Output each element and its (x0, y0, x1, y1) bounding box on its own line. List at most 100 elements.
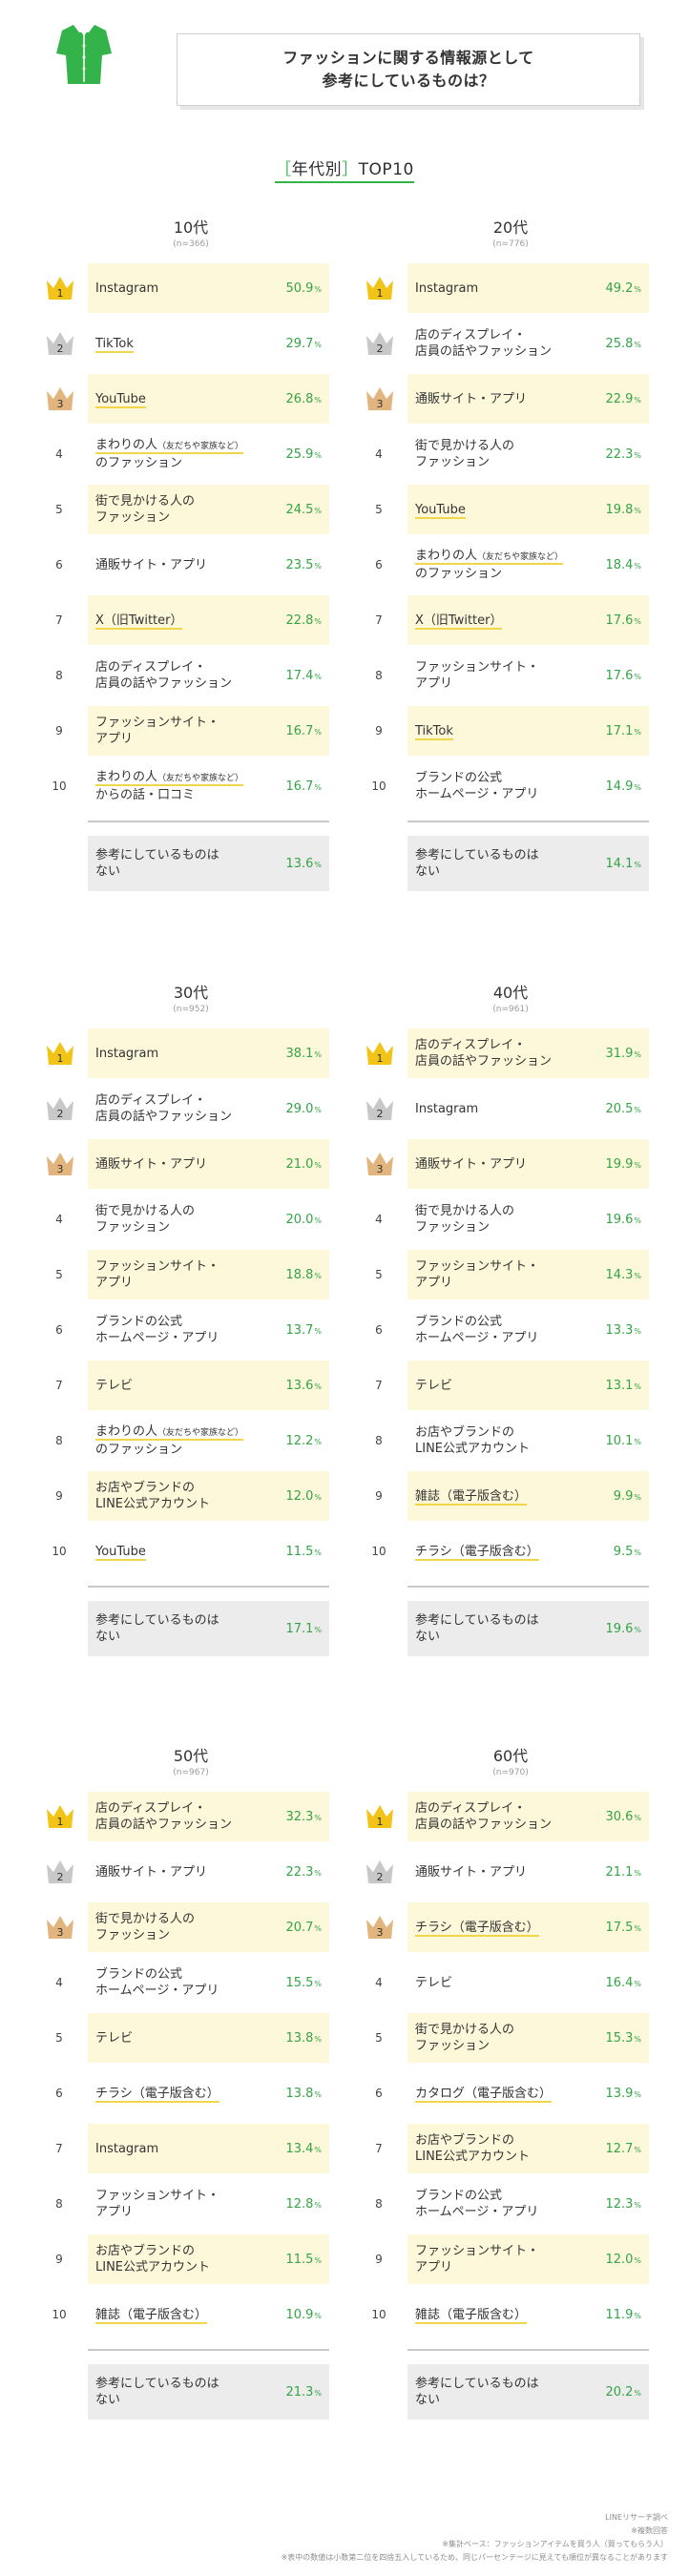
rank-cell: 9 (358, 2234, 400, 2284)
item-value: 32.3% (285, 1809, 322, 1824)
panel-age-group: 30代 (173, 984, 209, 1002)
rank-number: 5 (55, 1268, 63, 1281)
item-label-line: 街で見かける人の (95, 1204, 196, 1218)
rank-cell: 3 (38, 374, 80, 424)
ranking-row: 4 ブランドの公式 ホームページ・アプリ 15.5% (38, 1958, 344, 2013)
rank-cell: 5 (358, 2013, 400, 2063)
percent-sign: % (634, 1625, 641, 1634)
item-label-line: ファッションサイト・ (95, 1259, 220, 1274)
ranking-row: 9 TikTok 17.1% (358, 706, 663, 761)
ranking-item: Instagram 20.5% (407, 1084, 649, 1133)
ranking-rows: 1 Instagram 38.1% 2 店のディスプレイ・ 店員の話やファッション 29.0… (38, 1028, 344, 1582)
rank-number: 10 (52, 2308, 67, 2321)
rank-number: 1 (56, 1052, 64, 1065)
ranking-panel-20代: 20代 (n=776) 1 Instagram 49.2% 2 店のディスプレイ・ 店員の話や… (358, 218, 663, 891)
item-label: ブランドの公式 ホームページ・アプリ (415, 770, 605, 802)
ranking-row: 10 チラシ（電子版含む） 9.5% (358, 1527, 663, 1582)
percent-sign: % (314, 395, 322, 405)
crown-icon-shape (366, 387, 393, 410)
item-label: Instagram (95, 280, 285, 297)
item-label-line: 店のディスプレイ・ (415, 1801, 527, 1816)
crown-icon: 1 (364, 1038, 396, 1067)
item-label-line: TikTok (415, 723, 453, 740)
item-label: 通販サイト・アプリ (415, 1864, 605, 1880)
item-label-line: アプリ (415, 676, 453, 691)
item-value: 12.7% (605, 2141, 641, 2156)
subtitle-suffix: TOP10 (358, 160, 414, 179)
percent-sign: % (634, 672, 641, 681)
percent-sign: % (314, 2311, 322, 2320)
item-value: 12.0% (605, 2252, 641, 2267)
percent-sign: % (314, 782, 322, 792)
item-label-line: ない (95, 864, 121, 879)
item-label-rest: からの話・口コミ (95, 788, 196, 802)
item-label: 街で見かける人の ファッション (95, 493, 285, 526)
rank-number: 1 (56, 1816, 64, 1828)
item-value: 29.7% (285, 336, 322, 351)
item-label-line: ブランドの公式 (415, 771, 503, 785)
item-label: 店のディスプレイ・ 店員の話やファッション (95, 1092, 285, 1125)
rank-number: 9 (55, 2253, 63, 2266)
ranking-item: 街で見かける人の ファッション 15.3% (407, 2013, 649, 2063)
ranking-row: 5 街で見かける人の ファッション 24.5% (38, 485, 344, 540)
percent-sign: % (634, 616, 641, 626)
item-value: 16.4% (605, 1975, 641, 1990)
item-label: 街で見かける人の ファッション (95, 1203, 285, 1236)
percent-sign: % (634, 506, 641, 515)
rank-number: 1 (376, 287, 384, 300)
ranking-item: チラシ（電子版含む） 9.5% (407, 1527, 649, 1576)
item-label-line: 店のディスプレイ・ (95, 660, 207, 675)
percent-sign: % (314, 1437, 322, 1446)
item-label-line: 雑誌（電子版含む） (95, 2307, 208, 2324)
rank-number: 5 (375, 503, 383, 516)
item-label: チラシ（電子版含む） (415, 1544, 614, 1561)
rank-cell: 6 (38, 1305, 80, 1355)
item-value: 13.8% (285, 2030, 322, 2046)
percent-sign: % (314, 1326, 322, 1336)
item-label-line: ない (95, 2393, 121, 2407)
item-value: 29.0% (285, 1101, 322, 1116)
item-value: 13.8% (285, 2086, 322, 2101)
item-label: 店のディスプレイ・ 店員の話やファッション (415, 1037, 605, 1070)
item-value: 12.0% (285, 1488, 322, 1504)
item-value: 25.8% (605, 336, 641, 351)
ranking-row: 8 お店やブランドの LINE公式アカウント 10.1% (358, 1416, 663, 1471)
item-label: まわりの人（友だちや家族など） のファッション (95, 437, 285, 471)
rank-number: 8 (55, 1434, 63, 1447)
item-label: お店やブランドの LINE公式アカウント (95, 1480, 285, 1512)
item-label-note: （友だちや家族など） (157, 774, 244, 783)
rank-cell: 9 (38, 1471, 80, 1521)
ranking-row: 8 ファッションサイト・ アプリ 17.6% (358, 651, 663, 706)
item-label-emph: まわりの人（友だちや家族など） (95, 1424, 244, 1441)
ranking-row: 4 街で見かける人の ファッション 19.6% (358, 1195, 663, 1250)
ranking-item: 店のディスプレイ・ 店員の話やファッション 25.8% (407, 319, 649, 368)
item-label-rest: のファッション (95, 456, 183, 470)
ranking-item: チラシ（電子版含む） 13.8% (88, 2068, 329, 2118)
ranking-item: テレビ 13.8% (88, 2013, 329, 2063)
rank-cell: 1 (38, 1028, 80, 1078)
ranking-row: 8 ブランドの公式 ホームページ・アプリ 12.3% (358, 2179, 663, 2234)
percent-sign: % (314, 672, 322, 681)
percent-sign: % (314, 1215, 322, 1225)
ranking-row: 3 通販サイト・アプリ 19.9% (358, 1139, 663, 1195)
percent-sign: % (314, 340, 322, 349)
other-item: 参考にしているものは ない 17.1% (88, 1601, 329, 1656)
percent-sign: % (314, 2145, 322, 2154)
crown-icon: 3 (364, 384, 396, 412)
panel-sample-size: (n=776) (492, 239, 529, 249)
item-value: 38.1% (285, 1046, 322, 1061)
item-label-line: 雑誌（電子版含む） (415, 2307, 528, 2324)
item-label-line: アプリ (95, 2205, 134, 2219)
rank-number: 3 (376, 1926, 384, 1939)
item-label-line: LINE公式アカウント (95, 1497, 211, 1511)
ranking-item: 街で見かける人の ファッション 24.5% (88, 485, 329, 534)
subtitle-close-bracket: ］ (342, 160, 359, 179)
item-label-line: 参考にしているものは (415, 848, 539, 862)
crown-icon: 1 (44, 273, 76, 301)
item-label: ファッションサイト・ アプリ (95, 1258, 285, 1291)
ranking-row: 9 ファッションサイト・ アプリ 12.0% (358, 2234, 663, 2290)
item-label: ブランドの公式 ホームページ・アプリ (415, 1314, 605, 1346)
item-label: ブランドの公式 ホームページ・アプリ (415, 2188, 605, 2220)
ranking-rows: 1 店のディスプレイ・ 店員の話やファッション 30.6% 2 通販サイト・アプリ 21.1… (358, 1792, 663, 2345)
item-label-line: 店のディスプレイ・ (95, 1801, 207, 1816)
